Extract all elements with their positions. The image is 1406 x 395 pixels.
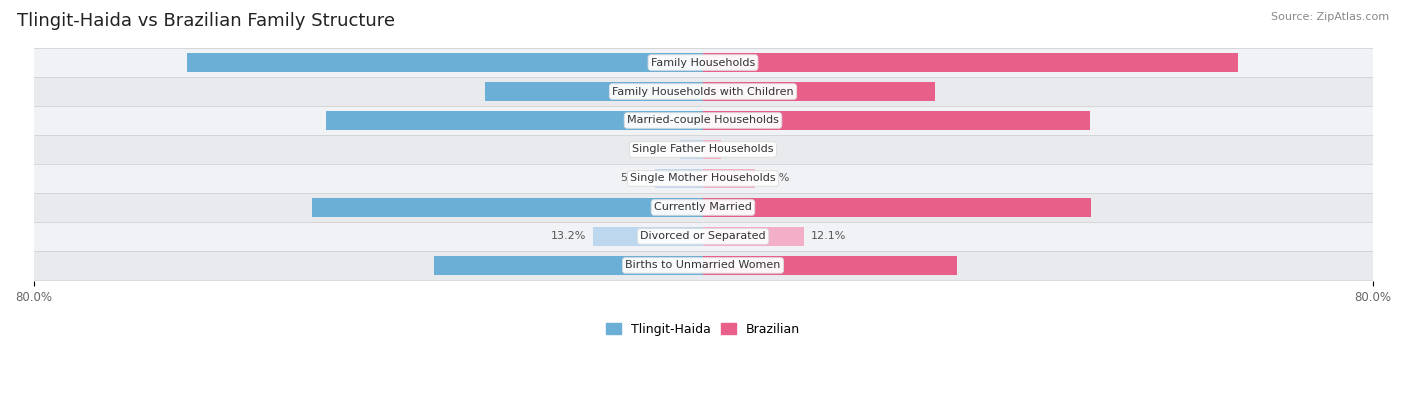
Bar <box>681 139 703 159</box>
Bar <box>703 139 721 159</box>
Bar <box>703 53 1237 72</box>
Bar <box>34 251 1372 280</box>
Bar <box>703 256 957 275</box>
Bar <box>312 198 703 217</box>
Text: Single Father Households: Single Father Households <box>633 145 773 154</box>
Text: Divorced or Separated: Divorced or Separated <box>640 231 766 241</box>
Text: Births to Unmarried Women: Births to Unmarried Women <box>626 260 780 271</box>
Text: Single Mother Households: Single Mother Households <box>630 173 776 183</box>
Text: Tlingit-Haida vs Brazilian Family Structure: Tlingit-Haida vs Brazilian Family Struct… <box>17 12 395 30</box>
Bar <box>703 227 804 246</box>
Text: 27.7%: 27.7% <box>716 87 754 96</box>
Text: 46.7%: 46.7% <box>651 203 690 213</box>
Bar <box>703 198 1091 217</box>
Bar <box>326 111 703 130</box>
Text: Currently Married: Currently Married <box>654 203 752 213</box>
Bar <box>433 256 703 275</box>
Text: 13.2%: 13.2% <box>551 231 586 241</box>
Text: 6.2%: 6.2% <box>762 173 790 183</box>
Text: Family Households with Children: Family Households with Children <box>612 87 794 96</box>
Bar <box>34 222 1372 251</box>
Text: 26.0%: 26.0% <box>652 87 690 96</box>
Bar <box>187 53 703 72</box>
Bar <box>34 106 1372 135</box>
Text: 46.4%: 46.4% <box>716 203 755 213</box>
Text: Married-couple Households: Married-couple Households <box>627 115 779 126</box>
Text: 12.1%: 12.1% <box>811 231 846 241</box>
Text: 45.1%: 45.1% <box>652 115 690 126</box>
Text: 61.6%: 61.6% <box>651 58 690 68</box>
Bar <box>34 48 1372 77</box>
Text: 30.4%: 30.4% <box>716 260 754 271</box>
Legend: Tlingit-Haida, Brazilian: Tlingit-Haida, Brazilian <box>600 318 806 341</box>
Text: 32.2%: 32.2% <box>652 260 690 271</box>
Bar <box>592 227 703 246</box>
Text: 5.7%: 5.7% <box>620 173 648 183</box>
Bar <box>703 111 1090 130</box>
Bar <box>703 82 935 102</box>
Text: Source: ZipAtlas.com: Source: ZipAtlas.com <box>1271 12 1389 22</box>
Text: 46.2%: 46.2% <box>716 115 755 126</box>
Bar <box>34 164 1372 193</box>
Text: 2.7%: 2.7% <box>645 145 673 154</box>
Bar <box>34 193 1372 222</box>
Bar <box>703 169 755 188</box>
Text: Family Households: Family Households <box>651 58 755 68</box>
Text: 2.2%: 2.2% <box>728 145 756 154</box>
Bar <box>34 135 1372 164</box>
Bar <box>485 82 703 102</box>
Bar <box>655 169 703 188</box>
Text: 63.9%: 63.9% <box>716 58 754 68</box>
Bar <box>34 77 1372 106</box>
